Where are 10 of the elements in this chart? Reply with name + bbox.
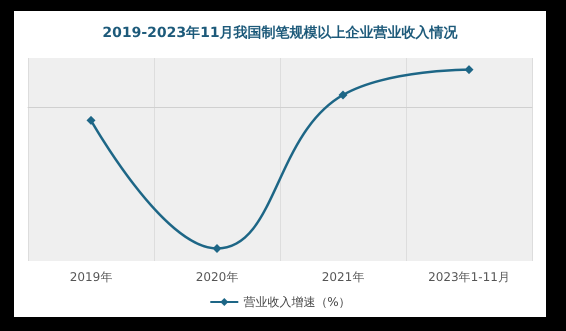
x-tick-label: 2023年1-11月 xyxy=(428,270,510,284)
x-tick-label: 2019年 xyxy=(70,270,112,284)
chart-title: 2019-2023年11月我国制笔规模以上企业营业收入情况 xyxy=(102,25,459,41)
legend-label: 营业收入增速（%） xyxy=(243,295,351,309)
point xyxy=(86,116,96,125)
point xyxy=(212,244,222,253)
point xyxy=(464,65,474,74)
x-tick-label: 2021年 xyxy=(322,270,364,284)
point xyxy=(338,90,348,100)
x-tick-label: 2020年 xyxy=(196,270,238,284)
